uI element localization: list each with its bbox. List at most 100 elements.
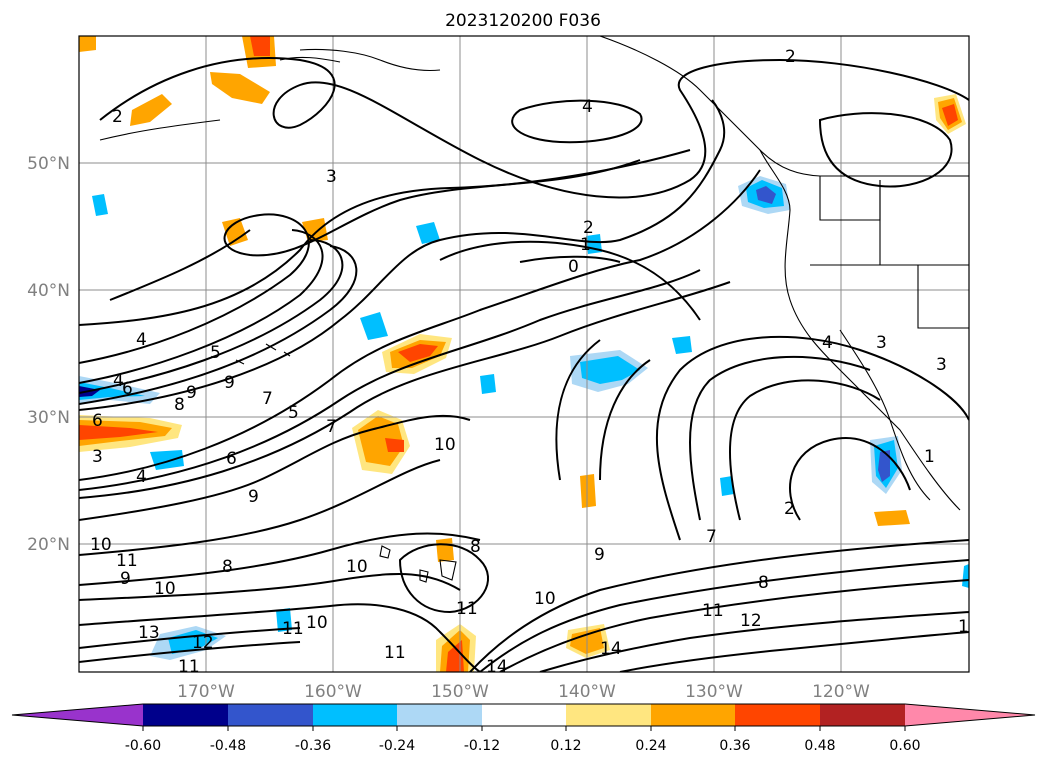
contour-label: 7 bbox=[262, 389, 273, 409]
contour-lines bbox=[79, 57, 969, 672]
contour-label: 1 bbox=[924, 447, 935, 467]
contour-label: 11 bbox=[384, 643, 406, 663]
shade-patch bbox=[436, 538, 454, 562]
coastlines bbox=[99, 36, 969, 583]
contour-label: 9 bbox=[120, 569, 131, 589]
colorbar-segment bbox=[735, 704, 820, 726]
colorbar-segment bbox=[820, 704, 905, 726]
lon-label: 170°W bbox=[177, 682, 235, 702]
shade-patch bbox=[720, 476, 734, 496]
contour-label: 6 bbox=[122, 379, 133, 399]
contour-label: 4 bbox=[113, 371, 124, 391]
contour-label: 7 bbox=[326, 417, 337, 437]
contour-label: 4 bbox=[136, 330, 147, 350]
shade-patch bbox=[580, 474, 596, 508]
colorbar-tick-label: -0.48 bbox=[210, 738, 246, 754]
lat-label: 20°N bbox=[27, 535, 70, 555]
shade-patch bbox=[942, 104, 958, 126]
colorbar-segment bbox=[482, 704, 566, 726]
shade-patch bbox=[358, 416, 404, 466]
colorbar-tick-label: 0.60 bbox=[889, 738, 920, 754]
shade-patch bbox=[580, 356, 640, 384]
contour-label: 11 bbox=[178, 657, 200, 677]
lon-label: 140°W bbox=[558, 682, 616, 702]
contour-label: 11 bbox=[116, 551, 138, 571]
contour-label: 4 bbox=[582, 97, 593, 117]
contour-label: 4 bbox=[822, 333, 833, 353]
colorbar-extend-max bbox=[905, 704, 1035, 726]
map-frame bbox=[78, 35, 970, 673]
shade-patch bbox=[92, 194, 108, 216]
shade-patch bbox=[962, 564, 969, 588]
contour-label: 4 bbox=[136, 467, 147, 487]
colorbar-segment bbox=[313, 704, 397, 726]
longitude-labels: 170°W 160°W 150°W 140°W 130°W 120°W bbox=[177, 682, 870, 702]
shade-patch bbox=[79, 425, 158, 440]
lat-label: 40°N bbox=[27, 281, 70, 301]
shade-patch bbox=[250, 36, 270, 56]
contour-label: 3 bbox=[92, 447, 103, 467]
contour-label: 5 bbox=[288, 403, 299, 423]
shade-patch bbox=[398, 344, 438, 362]
contour-label: 14 bbox=[486, 657, 508, 677]
contour-label: 2 bbox=[112, 107, 123, 127]
colorbar: -0.60 -0.48 -0.36 -0.24 -0.12 0.12 0.24 … bbox=[11, 703, 1036, 754]
contour-label: 2 bbox=[785, 47, 796, 67]
contour-label: 9 bbox=[248, 487, 259, 507]
contour-label: 1 bbox=[580, 235, 591, 255]
lon-label: 130°W bbox=[685, 682, 743, 702]
colorbar-segment bbox=[651, 704, 735, 726]
contour-label: 3 bbox=[936, 355, 947, 375]
colorbar-tick-label: 0.24 bbox=[635, 738, 666, 754]
contour-label: 11 bbox=[702, 601, 724, 621]
lat-label: 50°N bbox=[27, 154, 70, 174]
lat-label: 30°N bbox=[27, 408, 70, 428]
shade-patch bbox=[360, 312, 388, 340]
colorbar-segment bbox=[228, 704, 313, 726]
shade-patch bbox=[385, 438, 404, 452]
shade-patch bbox=[79, 36, 96, 52]
contour-label: 9 bbox=[186, 383, 197, 403]
shade-patch bbox=[222, 218, 248, 246]
contour-label: 3 bbox=[876, 333, 887, 353]
contour-label: 9 bbox=[224, 373, 235, 393]
latitude-labels: 50°N 40°N 30°N 20°N bbox=[27, 154, 70, 555]
contour-label: 13 bbox=[138, 623, 160, 643]
contour-label: 12 bbox=[192, 633, 214, 653]
contour-label: 10 bbox=[434, 435, 456, 455]
contour-label: 3 bbox=[326, 167, 337, 187]
contour-label: 10 bbox=[306, 613, 328, 633]
contour-label: 2 bbox=[583, 218, 594, 238]
contour-label: 8 bbox=[758, 573, 769, 593]
contour-label: 8 bbox=[222, 557, 233, 577]
colorbar-tick-label: -0.24 bbox=[379, 738, 415, 754]
contour-label: 14 bbox=[600, 639, 622, 659]
contour-label: 10 bbox=[346, 557, 368, 577]
contour-label: 0 bbox=[568, 257, 579, 277]
contour-label: 11 bbox=[282, 619, 304, 639]
contour-label: 10 bbox=[90, 535, 112, 555]
colorbar-segment bbox=[397, 704, 482, 726]
colorbar-tick-label: 0.48 bbox=[804, 738, 835, 754]
shade-patch bbox=[130, 94, 172, 126]
lon-label: 120°W bbox=[812, 682, 870, 702]
shade-patch bbox=[874, 510, 910, 526]
contour-label: 2 bbox=[784, 499, 795, 519]
contour-label: 1 bbox=[958, 617, 969, 637]
contour-label: 8 bbox=[470, 537, 481, 557]
colorbar-extend-min bbox=[12, 704, 143, 726]
colorbar-tick-label: -0.60 bbox=[125, 738, 161, 754]
colorbar-tick-label: -0.36 bbox=[295, 738, 331, 754]
shade-patch bbox=[210, 72, 270, 104]
lon-label: 150°W bbox=[431, 682, 489, 702]
shade-patch bbox=[878, 450, 890, 482]
map-area: 2 4 2 3 2 1 0 4 5 4 6 9 8 6 9 7 5 7 10 3… bbox=[79, 36, 969, 677]
contour-label: 11 bbox=[456, 599, 478, 619]
colorbar-tick-label: 0.12 bbox=[550, 738, 581, 754]
contour-label: 10 bbox=[534, 589, 556, 609]
colorbar-segment bbox=[566, 704, 651, 726]
contour-label: 6 bbox=[92, 411, 103, 431]
contour-label: 6 bbox=[226, 449, 237, 469]
contour-label: 5 bbox=[210, 343, 221, 363]
